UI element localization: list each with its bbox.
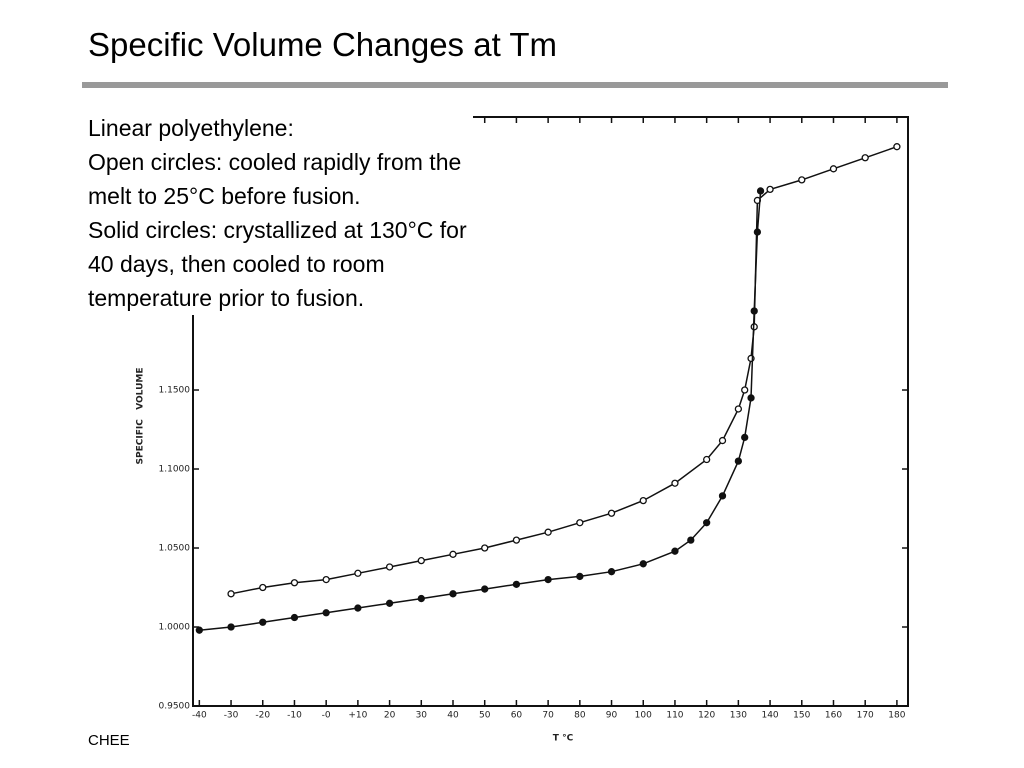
point	[576, 519, 584, 527]
annotation: Linear polyethylene: Open circles: cooled…	[88, 111, 473, 315]
x-tick-label: 110	[666, 711, 683, 721]
point	[703, 519, 711, 527]
point	[544, 528, 552, 536]
annotation-line: Linear polyethylene:	[88, 115, 294, 141]
title-rule	[82, 82, 948, 88]
point	[893, 143, 901, 151]
x-tick-label: 40	[447, 711, 459, 721]
plot-frame	[192, 116, 909, 707]
y-tick-label: 0.9500	[159, 702, 191, 712]
annotation-line: temperature prior to fusion.	[88, 285, 365, 311]
point	[449, 550, 457, 558]
point	[747, 394, 755, 402]
annotation-line: Open circles: cooled rapidly from the	[88, 149, 462, 175]
x-tick-label: 100	[635, 711, 652, 721]
point	[756, 187, 765, 195]
x-tick-label: 60	[511, 711, 523, 721]
x-tick-label: 120	[698, 711, 715, 721]
y-axis-label: SPECIFIC VOLUME	[136, 368, 146, 465]
x-tick-label: 20	[384, 711, 396, 721]
point	[639, 560, 647, 568]
point	[322, 575, 330, 584]
point	[576, 572, 584, 581]
point	[741, 433, 749, 442]
point	[607, 509, 616, 517]
y-tick-label: 1.0000	[159, 623, 191, 633]
point	[639, 496, 647, 505]
point	[753, 228, 762, 236]
point	[734, 405, 743, 413]
x-tick-label: 160	[825, 711, 842, 721]
x-axis-label: T °C	[553, 734, 574, 744]
point	[259, 583, 267, 592]
point	[227, 623, 235, 631]
point	[195, 626, 203, 634]
y-tick-label: 1.0500	[159, 544, 191, 554]
annotation-line: 40 days, then cooled to room	[88, 251, 385, 277]
annotation-line: melt to 25°C before fusion.	[88, 183, 361, 209]
point	[750, 307, 758, 315]
point	[671, 479, 679, 487]
point	[718, 492, 727, 500]
point	[687, 536, 695, 544]
point	[417, 594, 425, 603]
point	[481, 544, 489, 552]
point	[734, 457, 743, 465]
point	[766, 185, 774, 194]
point	[544, 575, 552, 584]
point	[259, 618, 267, 626]
x-tick-label: 180	[888, 711, 905, 721]
y-tick-label: 1.1000	[159, 465, 191, 475]
x-tick-label: -30	[224, 711, 239, 721]
point	[417, 556, 425, 565]
point	[290, 613, 299, 622]
x-tick-label: +10	[348, 711, 367, 721]
point	[354, 604, 362, 612]
x-tick-label: -10	[287, 711, 302, 721]
x-tick-label: 130	[730, 711, 747, 721]
footer: CHEE	[88, 732, 130, 749]
x-tick-label: 70	[542, 711, 554, 721]
x-tick-label: -40	[192, 711, 207, 721]
point	[354, 569, 362, 577]
x-tick-label: 30	[416, 711, 428, 721]
point	[798, 176, 806, 184]
point	[449, 590, 457, 598]
point	[512, 580, 521, 588]
point	[703, 455, 711, 464]
x-tick-label: 140	[761, 711, 778, 721]
point	[671, 547, 679, 555]
x-tick-label: -0	[322, 711, 331, 721]
x-tick-label: 90	[606, 711, 618, 721]
point	[861, 154, 869, 162]
x-tick-label: -20	[255, 711, 270, 721]
annotation-line: Solid circles: crystallized at 130°C for	[88, 217, 467, 243]
point	[512, 536, 521, 544]
slide-title: Specific Volume Changes at Tm	[88, 26, 557, 63]
y-tick-label: 1.1500	[159, 386, 191, 396]
point	[481, 585, 489, 593]
point	[607, 568, 616, 576]
x-tick-label: 170	[857, 711, 874, 721]
x-tick-label: 50	[479, 711, 491, 721]
point	[322, 609, 330, 617]
point	[718, 436, 727, 445]
point	[227, 590, 235, 598]
point	[290, 579, 299, 587]
point	[385, 599, 394, 607]
point	[741, 386, 749, 394]
point	[829, 165, 838, 173]
point	[385, 563, 394, 571]
x-tick-label: 80	[574, 711, 586, 721]
x-tick-label: 150	[793, 711, 810, 721]
